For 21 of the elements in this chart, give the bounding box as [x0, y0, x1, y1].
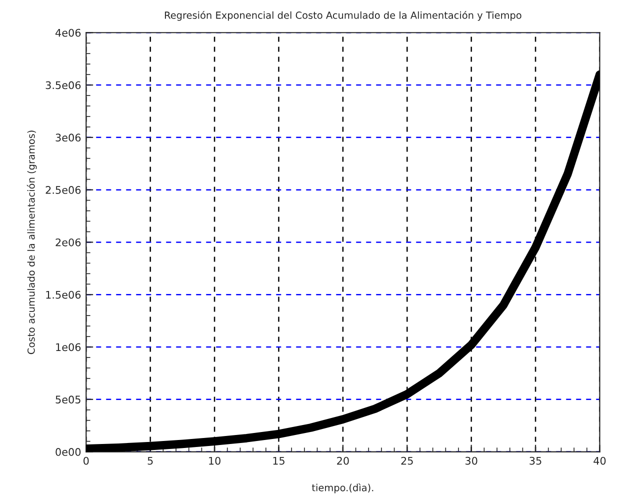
chart-title: Regresión Exponencial del Costo Acumulado de la Alimentación y Tiempo: [164, 10, 522, 21]
y-tick-label: 4e06: [55, 28, 81, 37]
x-tick-label: 40: [594, 456, 606, 465]
x-tick-label: 20: [337, 456, 349, 465]
x-axis-title: tiempo.(dìa).: [312, 483, 374, 494]
x-tick-label: 15: [273, 456, 284, 465]
x-tick-label: 5: [148, 456, 153, 465]
y-tick-label: 1e06: [56, 343, 81, 352]
y-tick-label: 2e06: [56, 238, 81, 246]
y-tick-label: 3.5e06: [46, 81, 81, 90]
y-tick-label: 5e05: [56, 396, 80, 404]
x-tick-label: 25: [401, 456, 413, 465]
y-tick-label: 0e00: [56, 448, 81, 456]
x-tick-label: 35: [530, 456, 542, 465]
x-tick-label: 10: [209, 456, 220, 465]
x-tick-label: 0: [84, 456, 89, 465]
y-tick-label: 3e06: [56, 134, 81, 142]
y-axis-title: Costo acumulado de la alimentación (gramos): [26, 130, 37, 354]
x-tick-label: 30: [465, 456, 478, 465]
y-tick-label: 1.5e06: [46, 290, 81, 299]
y-tick-label: 2.5e06: [46, 186, 81, 194]
